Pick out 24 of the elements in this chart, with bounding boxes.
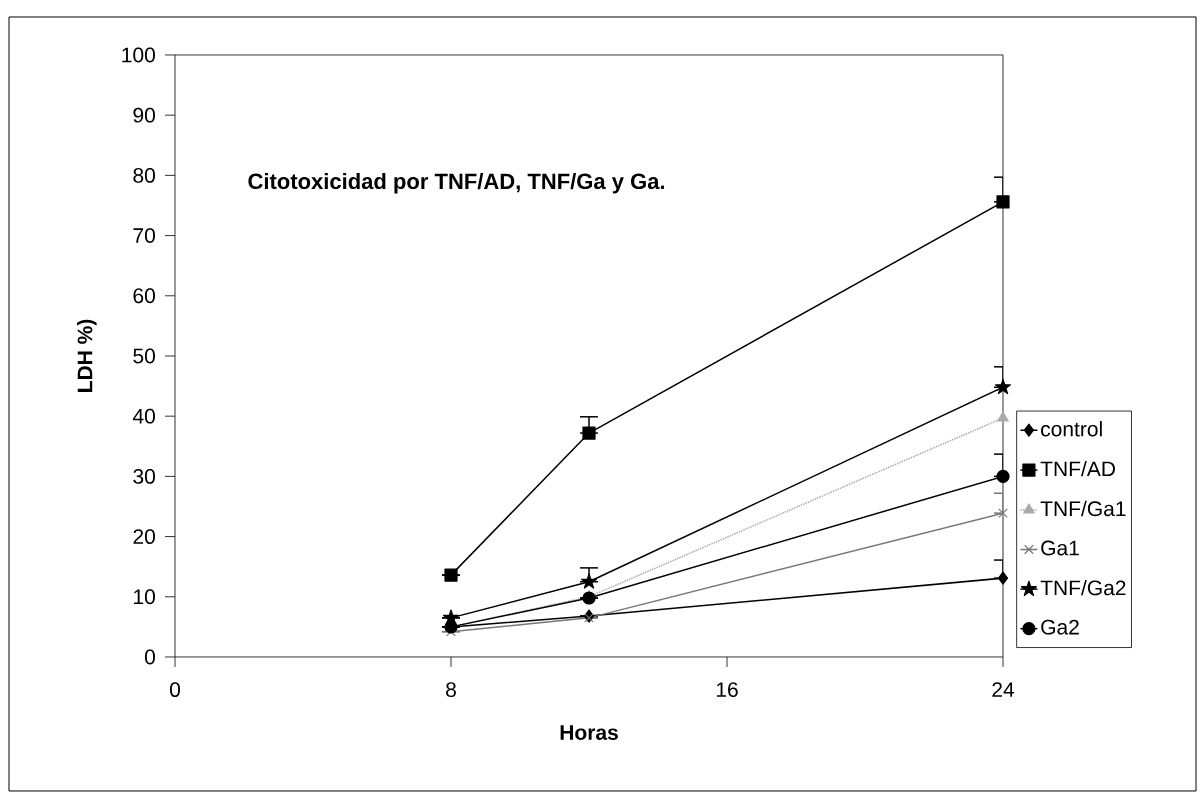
- y-axis-title: LDH %): [77, 319, 97, 392]
- x-axis-title: Horas: [560, 725, 618, 740]
- legend-label: TNF/Ga2: [1040, 579, 1126, 596]
- x-tick-label: 16: [716, 682, 738, 698]
- y-tick-label: 90: [133, 107, 155, 123]
- legend-label: TNF/Ga1: [1040, 500, 1126, 517]
- y-tick-label: 20: [133, 529, 155, 545]
- y-tick-label: 50: [133, 348, 155, 364]
- legend-label: control: [1041, 421, 1102, 437]
- legend-label: TNF/AD: [1040, 460, 1115, 477]
- x-tick-label: 24: [992, 682, 1015, 697]
- y-tick-label: 30: [133, 468, 155, 484]
- y-tick-label: 80: [133, 167, 155, 183]
- legend-label: Ga2: [1041, 619, 1079, 635]
- y-tick-label: 70: [133, 228, 155, 244]
- x-tick-label: 0: [170, 682, 181, 698]
- y-tick-label: 40: [132, 408, 155, 424]
- y-tick-label: 0: [144, 649, 155, 665]
- legend-label: Ga1: [1041, 540, 1079, 556]
- y-tick-label: 60: [133, 288, 155, 304]
- x-tick-label: 8: [446, 682, 456, 698]
- text: Citotoxicidad por TNF/AD, TNF/Ga y Ga.: [248, 172, 665, 194]
- y-tick-label: 100: [122, 47, 155, 63]
- y-tick-label: 10: [134, 589, 155, 605]
